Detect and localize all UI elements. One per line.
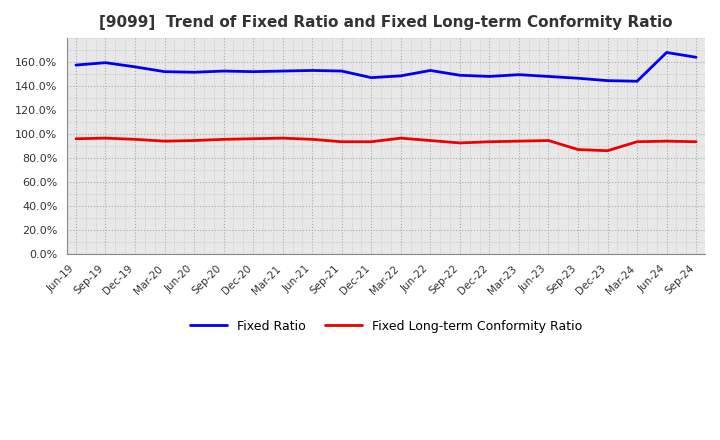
Fixed Long-term Conformity Ratio — [279, 136, 287, 141]
Fixed Ratio — [308, 68, 317, 73]
Fixed Long-term Conformity Ratio — [515, 139, 523, 144]
Fixed Ratio — [367, 75, 376, 80]
Fixed Long-term Conformity Ratio — [544, 138, 553, 143]
Fixed Long-term Conformity Ratio — [574, 147, 582, 152]
Fixed Ratio — [249, 69, 258, 74]
Fixed Long-term Conformity Ratio — [71, 136, 80, 141]
Fixed Long-term Conformity Ratio — [338, 139, 346, 144]
Fixed Long-term Conformity Ratio — [249, 136, 258, 141]
Fixed Long-term Conformity Ratio — [692, 139, 701, 144]
Line: Fixed Long-term Conformity Ratio: Fixed Long-term Conformity Ratio — [76, 138, 696, 151]
Fixed Ratio — [515, 72, 523, 77]
Fixed Long-term Conformity Ratio — [426, 138, 435, 143]
Fixed Ratio — [574, 76, 582, 81]
Fixed Ratio — [397, 73, 405, 78]
Fixed Long-term Conformity Ratio — [633, 139, 642, 144]
Fixed Long-term Conformity Ratio — [220, 137, 228, 142]
Fixed Ratio — [603, 78, 612, 83]
Fixed Long-term Conformity Ratio — [456, 140, 464, 146]
Fixed Ratio — [692, 55, 701, 60]
Fixed Ratio — [544, 74, 553, 79]
Fixed Ratio — [338, 68, 346, 73]
Fixed Long-term Conformity Ratio — [131, 137, 140, 142]
Fixed Long-term Conformity Ratio — [190, 138, 199, 143]
Fixed Long-term Conformity Ratio — [603, 148, 612, 154]
Fixed Ratio — [633, 79, 642, 84]
Fixed Ratio — [456, 73, 464, 78]
Fixed Ratio — [190, 70, 199, 75]
Fixed Long-term Conformity Ratio — [367, 139, 376, 144]
Fixed Ratio — [279, 68, 287, 73]
Fixed Long-term Conformity Ratio — [662, 139, 671, 144]
Legend: Fixed Ratio, Fixed Long-term Conformity Ratio: Fixed Ratio, Fixed Long-term Conformity … — [184, 315, 588, 338]
Fixed Long-term Conformity Ratio — [102, 136, 110, 141]
Title: [9099]  Trend of Fixed Ratio and Fixed Long-term Conformity Ratio: [9099] Trend of Fixed Ratio and Fixed Lo… — [99, 15, 672, 30]
Fixed Long-term Conformity Ratio — [485, 139, 494, 144]
Line: Fixed Ratio: Fixed Ratio — [76, 52, 696, 81]
Fixed Ratio — [71, 62, 80, 68]
Fixed Ratio — [426, 68, 435, 73]
Fixed Ratio — [662, 50, 671, 55]
Fixed Long-term Conformity Ratio — [308, 137, 317, 142]
Fixed Long-term Conformity Ratio — [397, 136, 405, 141]
Fixed Ratio — [485, 74, 494, 79]
Fixed Ratio — [102, 60, 110, 65]
Fixed Long-term Conformity Ratio — [161, 139, 169, 144]
Fixed Ratio — [131, 64, 140, 70]
Fixed Ratio — [220, 68, 228, 73]
Fixed Ratio — [161, 69, 169, 74]
